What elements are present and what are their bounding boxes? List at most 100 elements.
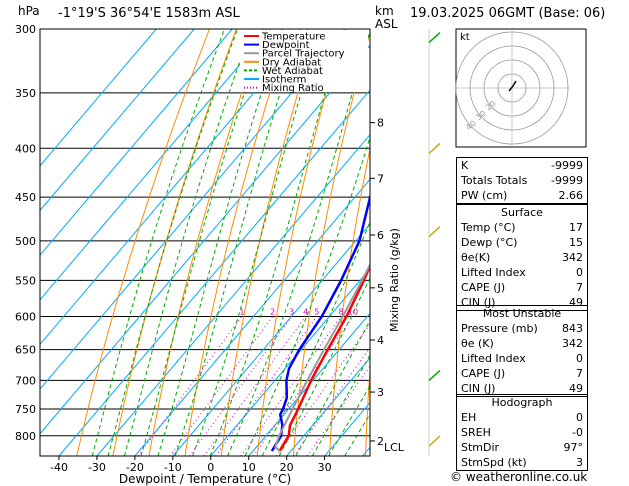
mixing-ratio-label: 5 [314, 307, 319, 316]
hodograph-trace [508, 80, 517, 92]
dry-adiabat-line [112, 29, 237, 456]
mixing-ratio-line [276, 323, 370, 456]
row-value: 2.66 [558, 189, 584, 202]
isotherm-line [40, 29, 309, 346]
pressure-tick-label: 350 [15, 87, 36, 100]
isotherm-line [286, 357, 370, 456]
table-row: CAPE (J) 7 [457, 280, 587, 295]
pressure-tick-label: 400 [15, 142, 36, 155]
pressure-tick-label: 550 [15, 274, 36, 287]
dry-adiabat-line [148, 29, 264, 456]
wet-adiabat-line [209, 29, 345, 456]
wind-barb [428, 142, 441, 155]
legend-label: Temperature [261, 32, 325, 43]
row-value: 15 [569, 236, 583, 249]
pressure-tick-label: 750 [15, 403, 36, 416]
row-value: 7 [576, 367, 583, 380]
lcl-label: LCL [384, 441, 405, 454]
row-label: Lifted Index [461, 352, 526, 365]
km-tick-label: 7 [377, 172, 384, 185]
legend-bg [240, 30, 368, 92]
table-row: θe(K) 342 [457, 250, 587, 265]
x-tick-label: -40 [50, 461, 68, 474]
row-value: 0 [576, 411, 583, 424]
table-row: EH 0 [457, 410, 587, 425]
datetime-label: 19.03.2025 06GMT (Base: 06) [410, 6, 606, 21]
table-row: CAPE (J) 7 [457, 366, 587, 381]
isotherm-line [40, 29, 347, 390]
dry-adiabat-line [402, 29, 452, 456]
row-label: PW (cm) [461, 189, 508, 202]
mixing-ratio-axis-label: Mixing Ratio (g/kg) [388, 228, 401, 332]
row-value: 0 [576, 352, 583, 365]
wind-barb [428, 435, 441, 447]
isotherm-line [134, 178, 370, 456]
legend-label: Parcel Trajectory [262, 49, 345, 60]
row-value: 7 [576, 281, 583, 294]
wet-adiabat-line [244, 135, 370, 456]
dry-adiabat-line [329, 146, 370, 456]
isotherm-line [210, 267, 370, 456]
dry-adiabat-line [602, 29, 618, 456]
pressure-tick-label: 300 [15, 23, 36, 36]
mixing-ratio-label: 25 [400, 307, 410, 316]
dry-adiabat-line [184, 29, 291, 456]
copyright-label: © weatheronline.co.uk [450, 470, 588, 484]
table-row: CIN (J) 49 [457, 381, 587, 396]
row-value: 17 [569, 221, 583, 234]
mixing-ratio-label: 2 [270, 307, 275, 316]
table-row: Lifted Index 0 [457, 265, 587, 280]
indices-panel: K -9999 Totals Totals -9999 PW (cm) 2.66 [456, 157, 588, 204]
row-label: EH [461, 411, 477, 424]
mixing-ratio-label: 4 [303, 307, 308, 316]
mixing-ratio-label: 10 [348, 307, 358, 316]
x-tick-label: 10 [242, 461, 256, 474]
pressure-tick-label: 650 [15, 344, 36, 357]
mixing-ratio-line [203, 316, 307, 456]
hodograph-title: Hodograph [491, 396, 553, 409]
table-row: StmDir 97° [457, 440, 587, 455]
x-tick-label: -20 [126, 461, 144, 474]
pressure-tick-label: 800 [15, 430, 36, 443]
series-parcel-trajectory [274, 262, 370, 452]
wet-adiabat-line [91, 29, 225, 456]
table-row: Dewp (°C) 15 [457, 235, 587, 250]
pressure-tick-label: 500 [15, 235, 36, 248]
row-value: 342 [562, 251, 583, 264]
km-tick-label: 5 [377, 282, 384, 295]
most-unstable-title: Most Unstable [482, 307, 562, 320]
km-tick-label: 2 [377, 435, 384, 448]
mixing-ratio-line [169, 316, 274, 456]
mixing-ratio-line [240, 316, 342, 456]
mixing-ratio-line [215, 316, 318, 456]
x-tick-label: 20 [280, 461, 294, 474]
series-dewpoint [270, 193, 370, 452]
row-label: Temp (°C) [461, 221, 516, 234]
plot-frame [39, 28, 371, 457]
row-label: θe (K) [461, 337, 494, 350]
table-row: θe (K) 342 [457, 336, 587, 351]
km-tick-label: 4 [377, 334, 384, 347]
isotherm-line [96, 133, 370, 456]
hpa-label: hPa [18, 4, 40, 18]
dry-adiabat-line [220, 29, 318, 456]
row-label: Totals Totals [461, 174, 528, 187]
mixing-ratio-label: 3 [289, 307, 294, 316]
table-row: SREH -0 [457, 425, 587, 440]
mixing-ratio-line [306, 365, 370, 456]
km-tick-label: 6 [377, 229, 384, 242]
x-tick-label: -10 [164, 461, 182, 474]
plot-area: 1 2 3 4 5 8 10 15 20 25 [40, 29, 618, 456]
wet-adiabat-line [107, 29, 239, 456]
table-row: Temp (°C) 17 [457, 220, 587, 235]
row-value: -9999 [551, 159, 583, 172]
km-tick-label: 8 [377, 117, 384, 130]
location-label: -1°19'S 36°54'E 1583m ASL [58, 6, 240, 21]
row-value: 0 [576, 266, 583, 279]
row-label: Dewp (°C) [461, 236, 518, 249]
row-value: -9999 [551, 174, 583, 187]
row-label: K [461, 159, 469, 172]
isotherm-line [40, 29, 233, 256]
legend-label: Dry Adiabat [262, 57, 321, 68]
